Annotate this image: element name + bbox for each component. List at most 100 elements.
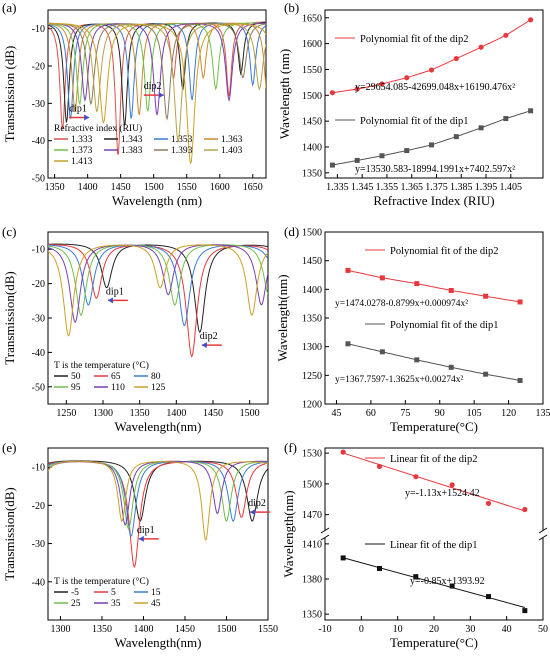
legend-entry: -5: [71, 588, 79, 598]
data-point: [453, 55, 459, 62]
panel-f: (f) -10 0 10 20 30 40 50 1470 1500 1530 1350 1380 141…: [281, 440, 548, 650]
legend-entry: 110: [111, 383, 125, 393]
y-tick-label: -50: [32, 174, 45, 185]
x-tick-label: 40: [502, 624, 512, 635]
axis-break-mark: [538, 527, 548, 534]
x-tick-label: 105: [467, 408, 482, 419]
annotation-arrowhead: [84, 114, 90, 121]
y-tick-label: 1410: [302, 539, 322, 550]
y-tick-label: 1350: [302, 168, 322, 179]
legend-title: Refractive index (RIU): [54, 123, 142, 134]
data-point: [522, 506, 528, 513]
y-tick-label: -10: [32, 24, 45, 35]
data-point: [404, 148, 410, 154]
x-tick-label: 1550: [177, 182, 197, 193]
annotation-arrowhead: [107, 297, 113, 304]
annotation-dip2: dip2: [200, 331, 218, 342]
spectrum-curves: [48, 460, 268, 569]
data-point: [485, 500, 492, 506]
y-axis-label: Wavelength(nm): [281, 490, 296, 577]
x-tick-label: 1450: [203, 408, 223, 419]
x-tick-label: 1.385: [450, 182, 473, 193]
y-tick-label: 1350: [302, 610, 322, 621]
legend-entry: Polynomial fit of the dip1: [360, 116, 469, 127]
data-point: [345, 341, 351, 347]
legend-entry: 1.403: [221, 146, 243, 156]
data-point: [429, 142, 435, 148]
data-point: [448, 287, 454, 293]
data-point: [377, 565, 382, 571]
x-tick-label: 1450: [175, 624, 195, 635]
y-tick-label: -30: [32, 314, 45, 325]
x-axis-label: Wavelength(nm): [114, 635, 201, 650]
spectrum-series-5: [48, 460, 268, 541]
y-tick-label: 1530: [302, 449, 322, 460]
x-axis-label: Refractive Index (RIU): [373, 193, 494, 208]
y-tick-label: -40: [32, 136, 45, 147]
x-tick-label: 1.395: [475, 182, 498, 193]
legend-entry: 15: [151, 588, 161, 598]
x-tick-label: 135: [536, 408, 550, 419]
data-point: [414, 357, 420, 363]
data-point: [478, 44, 484, 50]
panel-d: (d) 45 60 75 90 105 120 135 1200 1250 1300 1350 1400…: [275, 224, 550, 434]
x-tick-label: 50: [538, 624, 548, 635]
axis-break-mark: [320, 527, 330, 534]
y-tick-label: -40: [32, 348, 45, 359]
legend-entry: 1.383: [121, 146, 143, 156]
data-point: [428, 67, 435, 73]
data-point: [478, 125, 484, 131]
y-tick-label: -20: [32, 501, 45, 512]
y-tick-label: -40: [32, 577, 45, 588]
x-tick-label: 1.375: [425, 182, 448, 193]
axis-break-mark: [320, 534, 330, 541]
y-tick-label: 1400: [302, 142, 322, 153]
data-point: [379, 275, 385, 281]
x-tick-label: 1400: [166, 408, 186, 419]
x-tick-label: 1550: [258, 624, 278, 635]
x-tick-label: 1.405: [500, 182, 523, 193]
y-tick-label: 1200: [302, 400, 322, 411]
spectrum-series-3: [48, 460, 268, 530]
panel-b: (b) 1.335 1.345 1.355 1.365 1.375 1.385 1.395 1.…: [277, 0, 544, 208]
y-tick-label: 1600: [302, 39, 322, 50]
legend-entry: 45: [151, 599, 161, 609]
data-point: [329, 162, 335, 168]
y-tick-label: 1400: [302, 285, 322, 296]
data-point: [483, 371, 489, 377]
fit-line: [347, 343, 521, 381]
legend: T is the temperature (°C)50 65 80 95 110 125: [54, 360, 166, 393]
legend: T is the temperature (°C)-5 5 15 25 35 45: [54, 576, 161, 609]
data-point: [517, 377, 523, 383]
plot-frame: [47, 447, 269, 621]
annotation-dip1: dip1: [69, 104, 87, 115]
y-axis-label: Wavelength(nm): [275, 274, 290, 361]
data-point: [453, 134, 459, 140]
legend-entry: 1.393: [171, 146, 193, 156]
legend-entry: 1.353: [171, 135, 193, 145]
y-tick-label: 1450: [302, 256, 322, 267]
legend-entry: 1.413: [71, 157, 93, 167]
x-tick-label: -10: [318, 624, 331, 635]
legend-entry: 25: [71, 599, 81, 609]
legend-entry: 125: [151, 383, 166, 393]
data-point: [522, 608, 528, 614]
data-point: [414, 281, 420, 287]
y-tick-label: 1250: [302, 371, 322, 382]
x-tick-label: 60: [366, 408, 376, 419]
legend-title: T is the temperature (°C): [54, 576, 149, 587]
y-tick-label: 1470: [302, 510, 322, 521]
series-1: Polynomial fit of the dip1 y=13530.583-18…: [329, 108, 534, 175]
spectrum-series-8: [48, 23, 266, 164]
data-point: [404, 75, 410, 81]
x-tick-label: 90: [435, 408, 445, 419]
series-0: Polynomial fit of the dip2 y=29654.085-42…: [329, 17, 534, 96]
x-axis-label: Wavelength(nm): [114, 419, 201, 434]
y-tick-label: 1550: [302, 65, 322, 76]
x-tick-label: 1350: [45, 182, 65, 193]
spectrum-series-5: [48, 22, 266, 116]
data-point: [528, 17, 534, 23]
y-axis-label: Wavelength (nm): [277, 49, 292, 139]
x-tick-label: 1.355: [376, 182, 399, 193]
spectrum-series-1: [48, 244, 268, 358]
